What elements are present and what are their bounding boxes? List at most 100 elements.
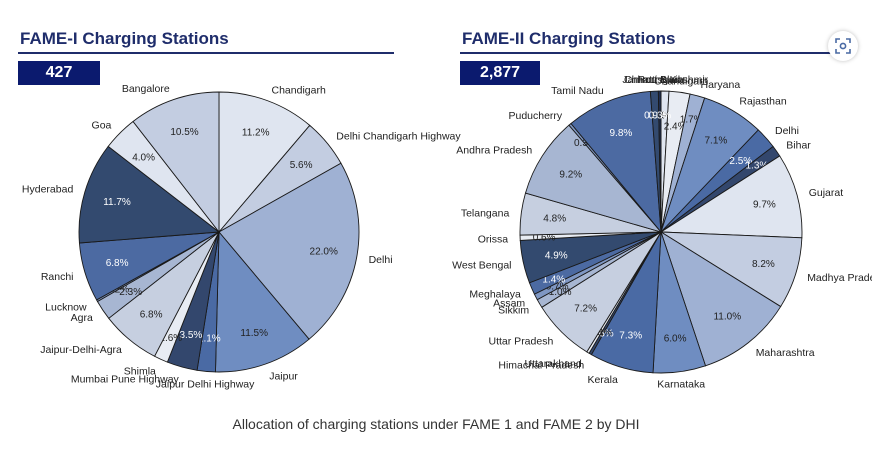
fame2-pct-label-gujarat: 9.7% <box>753 200 776 211</box>
fame2-slice-tamil-nadu <box>570 90 662 234</box>
fame2-category-label-meghalaya: Meghalaya <box>469 288 521 300</box>
fame1-pct-label-goa: 4.0% <box>132 152 155 163</box>
fame1-pct-label-jaipur-delhi-highway: 2.1% <box>198 334 221 345</box>
fame2-pct-label-assam: 0.7% <box>546 281 569 292</box>
fame1-pie: 11.2% Chandigarh 5.6% Delhi Chandigarh High… <box>22 83 461 390</box>
fame2-pct-label-himachal-pradesh: 0.3% <box>591 329 614 340</box>
fame2-category-label-kerala: Kerala <box>587 374 618 386</box>
fame2-pct-label-chandigarh: 2.4% <box>664 121 687 132</box>
fame2-pct-label-kerala: 7.3% <box>619 330 642 341</box>
fame2-category-label-west-bengal: West Bengal <box>452 260 511 272</box>
fame2-pct-label-madhya-pradesh: 8.2% <box>752 259 775 270</box>
fame1-category-label-agra: Agra <box>71 312 93 324</box>
fame1-pct-label-jaipur-delhi-agra: 6.8% <box>140 309 163 320</box>
fame2-pct-label-karnataka: 6.0% <box>664 334 687 345</box>
fame2-pct-label-haryana: 1.7% <box>680 114 703 125</box>
fame2-category-label-haryana: Haryana <box>701 79 741 91</box>
fame1-pct-label-mumbai-pune-highway: 3.5% <box>180 330 203 341</box>
fame2-category-label-karnataka: Karnataka <box>657 379 705 391</box>
fame1-chart-title: FAME-I Charging Stations <box>20 29 229 48</box>
visual-search-icon <box>835 38 851 54</box>
fame2-category-label-himachal-pradesh: Himachal Pradesh <box>498 359 584 371</box>
fame2-pct-label-sikkim: 1.0% <box>549 287 572 298</box>
fame2-pct-label-port-blair: 0.3% <box>649 111 672 122</box>
fame2-pct-label-uttar-pradesh: 7.2% <box>574 304 597 315</box>
fame2-category-label-port-blair: Port Blair <box>638 74 682 86</box>
visual-search-button[interactable] <box>828 31 858 61</box>
fame2-pct-label-andhra-pradesh: 9.2% <box>559 170 582 181</box>
fame1-pct-label-delhi: 22.0% <box>310 247 338 258</box>
fame2-pct-label-puducherry: 0.3% <box>574 138 597 149</box>
fame2-pct-label-rajasthan: 7.1% <box>705 136 728 147</box>
fame1-title-rule <box>18 52 394 54</box>
fame2-category-label-orissa: Orissa <box>478 233 508 245</box>
fame2-category-label-chandigarh: Chandigarh <box>654 75 708 87</box>
fame1-category-label-shimla: Shimla <box>124 365 156 377</box>
fame2-pct-label-telangana: 4.8% <box>543 214 566 225</box>
fame1-category-label-mumbai-pune-highway: Mumbai Pune Highway <box>71 374 180 386</box>
fame2-pct-label-meghalaya: 1.4% <box>542 274 565 285</box>
fame1-pct-label-lucknow: 0.2% <box>106 285 129 296</box>
fame2-total-badge: 2,877 <box>460 61 540 85</box>
fame2-title-rule <box>460 52 836 54</box>
fame1-slice-delhi <box>218 162 360 340</box>
fame1-pct-label-bangalore: 10.5% <box>170 127 198 138</box>
fame1-total-badge: 427 <box>18 61 100 85</box>
fame1-pct-label-ranchi: 6.8% <box>106 258 129 269</box>
fame2-pct-label-tamil-nadu: 9.8% <box>610 128 633 139</box>
fame1-slice-hyderabad <box>78 145 221 244</box>
fame1-slice-bangalore <box>132 91 220 234</box>
fame2-category-label-bihar: Bihar <box>786 139 811 151</box>
fame1-slice-chandigarh <box>218 91 311 234</box>
fame2-pct-label-uttarakhand: 0.3% <box>589 328 612 339</box>
fame2-pct-label-chhattisgarh: 0.9% <box>644 111 667 122</box>
fame2-category-label-chhattisgarh: Chhattisgarh <box>624 74 684 86</box>
fame1-pct-label-hyderabad: 11.7% <box>103 197 131 208</box>
fame2-slice-port-blair <box>657 90 662 233</box>
fame2-category-label-assam: Assam <box>493 297 525 309</box>
fame2-category-label-uttarakhand: Uttarakhand <box>524 358 581 370</box>
fame2-category-label-rajasthan: Rajasthan <box>739 96 786 108</box>
fame2-category-label-puducherry: Puducherry <box>508 110 562 122</box>
fame1-category-label-jaipur-delhi-agra: Jaipur-Delhi-Agra <box>40 344 122 356</box>
fame2-pct-label-maharashtra: 11.0% <box>713 312 741 323</box>
fame1-category-label-bangalore: Bangalore <box>122 83 170 95</box>
fame1-category-label-delhi: Delhi <box>369 254 393 266</box>
fame2-category-label-telangana: Telangana <box>461 207 510 219</box>
fame1-category-label-jaipur-delhi-highway: Jaipur Delhi Highway <box>156 378 255 390</box>
fame2-pie: 0.9% Jammu & Kashmir 2.4% Chandigarh 1.7% Har… <box>452 74 872 391</box>
fame1-category-label-hyderabad: Hyderabad <box>22 184 74 196</box>
fame2-category-label-andhra-pradesh: Andhra Pradesh <box>456 145 532 157</box>
fame2-category-label-tamil-nadu: Tamil Nadu <box>551 85 604 97</box>
fame1-category-label-lucknow: Lucknow <box>45 302 87 314</box>
fame2-slice-andhra-pradesh <box>524 124 663 233</box>
fame2-pct-label-orissa: 0.6% <box>533 232 556 243</box>
fame2-chart-title: FAME-II Charging Stations <box>462 29 676 48</box>
fame1-pct-label-jaipur: 11.5% <box>240 328 268 339</box>
chart-caption: Allocation of charging stations under FA… <box>232 416 640 432</box>
fame1-pct-label-chandigarh: 11.2% <box>242 128 270 139</box>
fame2-category-label-delhi: Delhi <box>775 125 799 137</box>
fame2-pct-label-bihar: 1.3% <box>746 160 769 171</box>
fame1-pct-label-delhi-chandigarh-highway: 5.6% <box>290 160 313 171</box>
fame1-category-label-ranchi: Ranchi <box>41 271 74 283</box>
fame1-category-label-delhi-chandigarh-highway: Delhi Chandigarh Highway <box>336 130 461 142</box>
fame2-slice-gujarat <box>659 155 803 239</box>
fame1-category-label-jaipur: Jaipur <box>269 371 298 383</box>
fame2-slice-maharashtra <box>660 230 782 367</box>
fame1-category-label-chandigarh: Chandigarh <box>272 84 326 96</box>
fame1-category-label-goa: Goa <box>92 120 112 132</box>
fame1-slice-jaipur <box>215 230 310 373</box>
fame2-category-label-gujarat: Gujarat <box>809 187 844 199</box>
fame2-pct-label-delhi: 2.5% <box>729 156 752 167</box>
fame2-category-label-sikkim: Sikkim <box>498 305 529 317</box>
fame2-category-label-maharashtra: Maharashtra <box>756 347 815 359</box>
fame1-pct-label-agra: 2.3% <box>119 287 142 298</box>
fame1-pct-label-shimla: 1.6% <box>159 333 182 344</box>
fame2-pct-label-jammu-kashmir: 0.9% <box>653 111 676 122</box>
fame2-pct-label-west-bengal: 4.9% <box>545 250 568 261</box>
fame2-category-label-uttar-pradesh: Uttar Pradesh <box>489 336 554 348</box>
fame2-category-label-jammu-kashmir: Jammu & Kashmir <box>622 74 708 86</box>
fame2-category-label-madhya-pradesh: Madhya Pradesh <box>807 272 872 284</box>
